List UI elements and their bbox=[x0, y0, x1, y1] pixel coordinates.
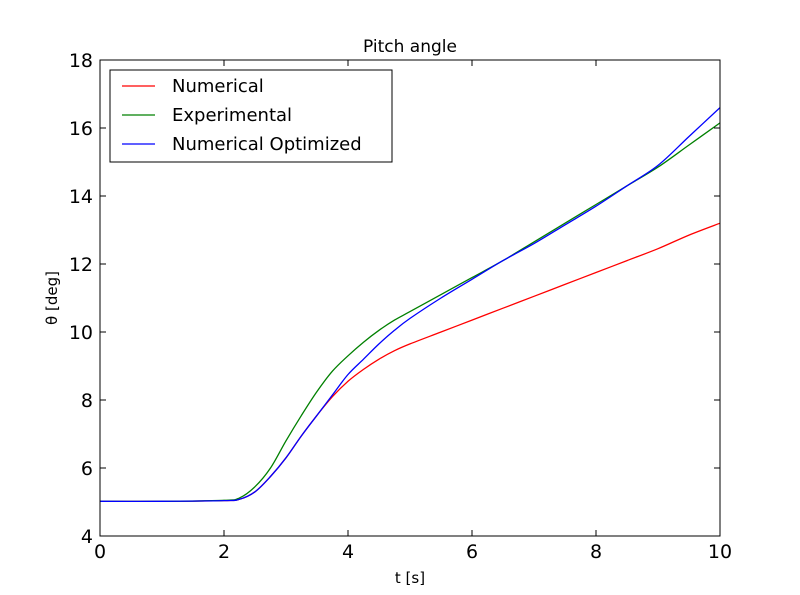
y-tick-label-2: 8 bbox=[81, 390, 93, 412]
legend-label-2: Numerical Optimized bbox=[172, 134, 362, 155]
y-tick-label-4: 12 bbox=[69, 254, 93, 276]
legend-box bbox=[109, 69, 393, 163]
y-tick-label-1: 6 bbox=[81, 458, 93, 480]
series-lines bbox=[99, 107, 721, 503]
axis-ticks: 0 2 4 6 8 10 4 6 8 10 12 14 16 18 bbox=[69, 50, 732, 563]
x-axis-label: t [s] bbox=[395, 569, 425, 587]
y-axis-label: θ [deg] bbox=[43, 271, 61, 325]
plot-frame bbox=[99, 59, 721, 537]
x-tick-label-2: 4 bbox=[342, 541, 354, 563]
y-tick-label-7: 18 bbox=[69, 50, 93, 72]
y-tick-label-5: 14 bbox=[69, 186, 93, 208]
chart-title: Pitch angle bbox=[363, 37, 457, 57]
series-line-2 bbox=[99, 107, 721, 503]
y-tick-label-3: 10 bbox=[69, 322, 93, 344]
y-tick-label-0: 4 bbox=[81, 526, 93, 548]
x-tick-label-1: 2 bbox=[218, 541, 230, 563]
x-tick-label-0: 0 bbox=[94, 541, 106, 563]
legend-label-1: Experimental bbox=[172, 105, 292, 126]
x-tick-label-5: 10 bbox=[708, 541, 732, 563]
legend: Numerical Experimental Numerical Optimized bbox=[109, 69, 393, 163]
x-tick-label-4: 8 bbox=[590, 541, 602, 563]
y-tick-label-6: 16 bbox=[69, 118, 93, 140]
legend-label-0: Numerical bbox=[172, 76, 264, 97]
series-line-1 bbox=[99, 122, 721, 503]
x-tick-label-3: 6 bbox=[466, 541, 478, 563]
